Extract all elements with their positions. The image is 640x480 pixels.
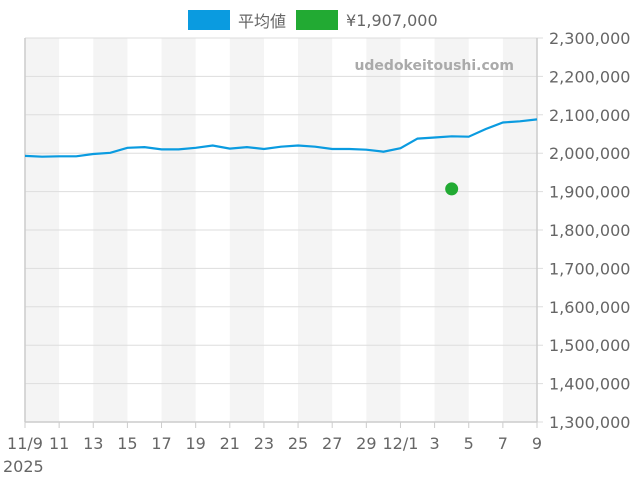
- svg-text:12/1: 12/1: [382, 434, 418, 453]
- svg-text:1,600,000: 1,600,000: [549, 298, 630, 317]
- svg-text:29: 29: [356, 434, 376, 453]
- svg-text:1,500,000: 1,500,000: [549, 336, 630, 355]
- svg-text:3: 3: [430, 434, 440, 453]
- svg-text:2025: 2025: [3, 457, 44, 476]
- svg-text:1,800,000: 1,800,000: [549, 221, 630, 240]
- svg-text:9: 9: [532, 434, 542, 453]
- watermark: udedokeitoushi.com: [354, 58, 514, 74]
- svg-text:7: 7: [498, 434, 508, 453]
- x-axis-labels: 11/9 11 13 15 17 19 21 23 25 27 29 12/1 3 5 7 9 2025: [3, 434, 542, 476]
- svg-text:2,000,000: 2,000,000: [549, 144, 630, 163]
- legend-label-price: ¥1,907,000: [346, 10, 438, 30]
- svg-text:27: 27: [322, 434, 342, 453]
- legend-swatch-price: [296, 10, 339, 30]
- svg-text:15: 15: [117, 434, 137, 453]
- legend-swatch-average: [188, 10, 230, 30]
- legend-item-average[interactable]: 平均値: [188, 8, 286, 32]
- svg-text:13: 13: [83, 434, 103, 453]
- chart-legend: 平均値 ¥1,907,000: [188, 8, 448, 32]
- svg-text:1,700,000: 1,700,000: [549, 259, 630, 278]
- price-point[interactable]: [445, 182, 459, 196]
- svg-text:21: 21: [220, 434, 240, 453]
- legend-item-price[interactable]: ¥1,907,000: [296, 10, 438, 30]
- svg-text:25: 25: [288, 434, 308, 453]
- svg-text:11/9: 11/9: [7, 434, 43, 453]
- svg-text:11: 11: [49, 434, 69, 453]
- y-axis-labels: 1,300,000 1,400,000 1,500,000 1,600,000 1,70…: [549, 29, 630, 432]
- svg-text:5: 5: [464, 434, 474, 453]
- svg-text:19: 19: [185, 434, 205, 453]
- price-points: [445, 182, 459, 196]
- average-price-line: [24, 118, 538, 158]
- svg-text:2,100,000: 2,100,000: [549, 106, 630, 125]
- axes: [24, 38, 538, 428]
- svg-text:2,300,000: 2,300,000: [549, 29, 630, 48]
- svg-text:23: 23: [254, 434, 274, 453]
- svg-text:1,400,000: 1,400,000: [549, 375, 630, 394]
- svg-text:17: 17: [151, 434, 171, 453]
- svg-text:1,300,000: 1,300,000: [549, 413, 630, 432]
- legend-label-average: 平均値: [238, 12, 287, 31]
- svg-text:2,200,000: 2,200,000: [549, 67, 630, 86]
- svg-text:1,900,000: 1,900,000: [549, 183, 630, 202]
